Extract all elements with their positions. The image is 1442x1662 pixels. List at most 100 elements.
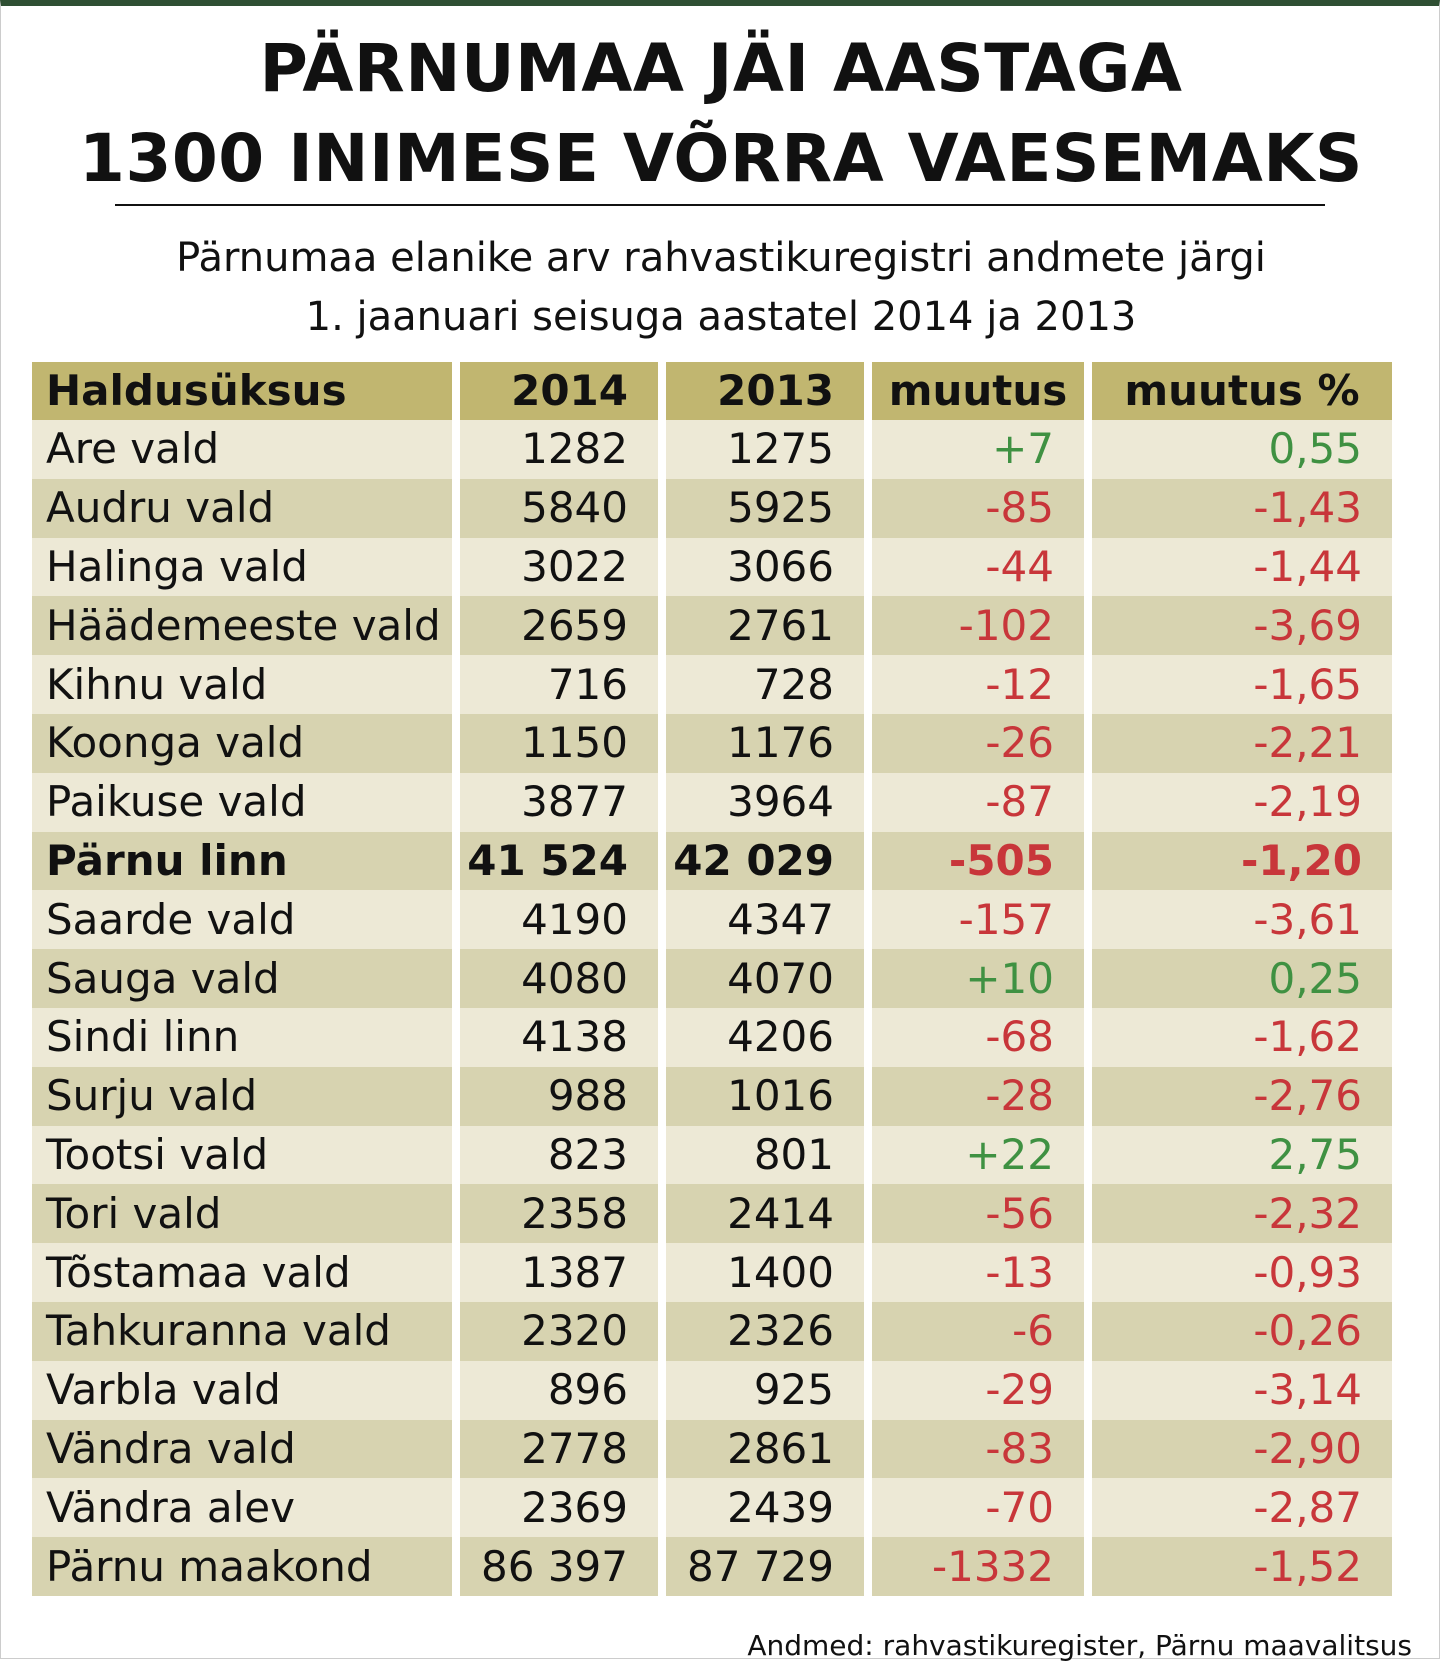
cell-2013: 2861 (666, 1419, 864, 1479)
cell-change-pct: 2,75 (1092, 1125, 1392, 1185)
table-row: Tahkuranna vald 2320 2326 -6 -0,26 (32, 1301, 1392, 1361)
cell-change-pct: -1,62 (1092, 1007, 1392, 1067)
population-table: Haldusüksus 2014 2013 muutus muutus % Ar… (24, 362, 1400, 1596)
cell-2013: 728 (666, 655, 864, 714)
cell-2013: 925 (666, 1360, 864, 1420)
column-header-change: muutus (872, 362, 1084, 420)
cell-change-pct: 0,25 (1092, 949, 1392, 1008)
cell-change: -29 (872, 1360, 1084, 1420)
source-note: Andmed: rahvastikuregister, Pärnu maaval… (747, 1629, 1412, 1662)
cell-change-pct: -3,69 (1092, 596, 1392, 656)
cell-change: -102 (872, 596, 1084, 656)
cell-change: -83 (872, 1419, 1084, 1479)
cell-change: -12 (872, 655, 1084, 714)
cell-2014: 2659 (460, 596, 658, 656)
cell-change: -70 (872, 1478, 1084, 1538)
cell-change: -6 (872, 1301, 1084, 1361)
cell-2014: 2358 (460, 1184, 658, 1244)
cell-change: -87 (872, 772, 1084, 832)
cell-2014: 2369 (460, 1478, 658, 1538)
cell-unit-name: Pärnu maakond (32, 1537, 452, 1596)
table-row: Pärnu maakond 86 397 87 729 -1332 -1,52 (32, 1537, 1392, 1596)
cell-2013: 1016 (666, 1066, 864, 1126)
cell-unit-name: Vändra alev (32, 1478, 452, 1538)
table-row: Audru vald 5840 5925 -85 -1,43 (32, 478, 1392, 538)
cell-2013: 801 (666, 1125, 864, 1185)
cell-2014: 3877 (460, 772, 658, 832)
cell-2013: 4206 (666, 1007, 864, 1067)
table-row: Saarde vald 4190 4347 -157 -3,61 (32, 890, 1392, 950)
cell-2013: 4347 (666, 890, 864, 950)
table-row: Vändra alev 2369 2439 -70 -2,87 (32, 1478, 1392, 1538)
title-line-1: PÄRNUMAA JÄI AASTAGA (259, 30, 1183, 107)
cell-change: -26 (872, 713, 1084, 773)
cell-2014: 4138 (460, 1007, 658, 1067)
cell-2013: 3964 (666, 772, 864, 832)
cell-change-pct: -2,90 (1092, 1419, 1392, 1479)
cell-unit-name: Tahkuranna vald (32, 1301, 452, 1361)
cell-unit-name: Varbla vald (32, 1360, 452, 1420)
cell-change-pct: -1,52 (1092, 1537, 1392, 1596)
column-header-2013: 2013 (666, 362, 864, 420)
cell-change: +10 (872, 949, 1084, 1008)
title-divider (115, 204, 1325, 206)
cell-change-pct: -2,32 (1092, 1184, 1392, 1244)
cell-2014: 1387 (460, 1243, 658, 1302)
cell-2014: 86 397 (460, 1537, 658, 1596)
cell-unit-name: Surju vald (32, 1066, 452, 1126)
cell-unit-name: Tõstamaa vald (32, 1243, 452, 1302)
cell-unit-name: Saarde vald (32, 890, 452, 950)
cell-unit-name: Tori vald (32, 1184, 452, 1244)
cell-2014: 716 (460, 655, 658, 714)
cell-change-pct: -0,26 (1092, 1301, 1392, 1361)
cell-change: +7 (872, 420, 1084, 479)
cell-change-pct: -0,93 (1092, 1243, 1392, 1302)
cell-change: -56 (872, 1184, 1084, 1244)
cell-change-pct: -2,76 (1092, 1066, 1392, 1126)
cell-2014: 823 (460, 1125, 658, 1185)
cell-unit-name: Tootsi vald (32, 1125, 452, 1185)
cell-unit-name: Sindi linn (32, 1007, 452, 1067)
cell-unit-name: Kihnu vald (32, 655, 452, 714)
cell-2013: 4070 (666, 949, 864, 1008)
cell-unit-name: Vändra vald (32, 1419, 452, 1479)
table-row: Sauga vald 4080 4070 +10 0,25 (32, 949, 1392, 1008)
cell-unit-name: Häädemeeste vald (32, 596, 452, 656)
column-header-change-pct: muutus % (1092, 362, 1392, 420)
column-header-2014: 2014 (460, 362, 658, 420)
cell-2013: 2439 (666, 1478, 864, 1538)
cell-change: -157 (872, 890, 1084, 950)
cell-unit-name: Sauga vald (32, 949, 452, 1008)
table-row: Paikuse vald 3877 3964 -87 -2,19 (32, 772, 1392, 832)
cell-2014: 5840 (460, 478, 658, 538)
cell-2013: 5925 (666, 478, 864, 538)
cell-unit-name: Pärnu linn (32, 831, 452, 891)
cell-change: -28 (872, 1066, 1084, 1126)
cell-2014: 1282 (460, 420, 658, 479)
cell-2014: 3022 (460, 537, 658, 597)
table-row: Tootsi vald 823 801 +22 2,75 (32, 1125, 1392, 1185)
cell-2013: 1400 (666, 1243, 864, 1302)
cell-change: -505 (872, 831, 1084, 891)
cell-change-pct: -1,65 (1092, 655, 1392, 714)
subtitle-line-1: Pärnumaa elanike arv rahvastikuregistri … (176, 235, 1266, 281)
cell-2014: 2320 (460, 1301, 658, 1361)
cell-change-pct: -2,87 (1092, 1478, 1392, 1538)
table-row: Tõstamaa vald 1387 1400 -13 -0,93 (32, 1243, 1392, 1302)
cell-2014: 4080 (460, 949, 658, 1008)
cell-unit-name: Audru vald (32, 478, 452, 538)
cell-change-pct: -3,14 (1092, 1360, 1392, 1420)
cell-2013: 87 729 (666, 1537, 864, 1596)
cell-change-pct: -1,43 (1092, 478, 1392, 538)
cell-change: -85 (872, 478, 1084, 538)
table-body: Are vald 1282 1275 +7 0,55 Audru vald 5840 5925… (32, 420, 1392, 1596)
table-row: Vändra vald 2778 2861 -83 -2,90 (32, 1419, 1392, 1479)
subtitle-line-2: 1. jaanuari seisuga aastatel 2014 ja 201… (305, 294, 1137, 340)
cell-change-pct: -1,44 (1092, 537, 1392, 597)
table-row: Häädemeeste vald 2659 2761 -102 -3,69 (32, 596, 1392, 656)
column-header-unit: Haldusüksus (32, 362, 452, 420)
cell-change: -13 (872, 1243, 1084, 1302)
table-row: Kihnu vald 716 728 -12 -1,65 (32, 655, 1392, 714)
cell-change: -68 (872, 1007, 1084, 1067)
